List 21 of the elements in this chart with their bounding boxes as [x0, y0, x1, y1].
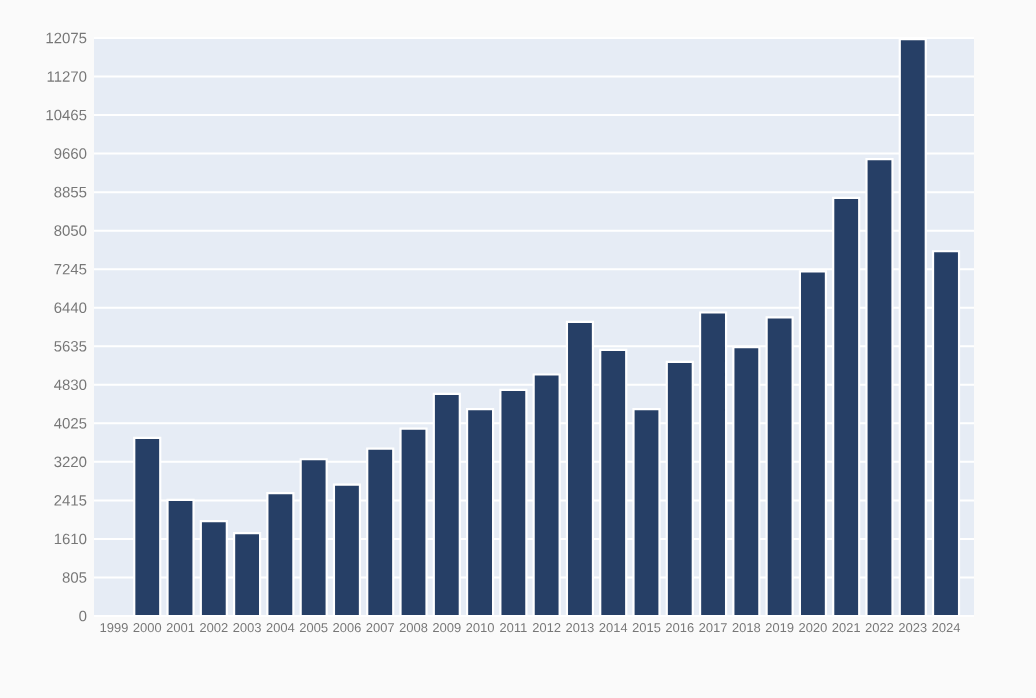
bar [532, 373, 561, 616]
bar [798, 270, 828, 616]
bar [931, 250, 961, 616]
bar [765, 316, 794, 616]
bar [133, 436, 162, 616]
bar [266, 492, 295, 616]
bar [599, 348, 628, 616]
bar [565, 320, 595, 616]
bar [233, 532, 262, 616]
bar [465, 408, 495, 616]
bar [432, 392, 461, 616]
bar [665, 360, 694, 616]
bar [366, 447, 395, 616]
bar [898, 38, 927, 616]
bar [199, 520, 228, 616]
bar [698, 311, 728, 616]
bar [499, 388, 528, 616]
bar [732, 346, 761, 616]
bar [299, 458, 328, 616]
bar [332, 483, 362, 616]
bar [832, 196, 861, 616]
